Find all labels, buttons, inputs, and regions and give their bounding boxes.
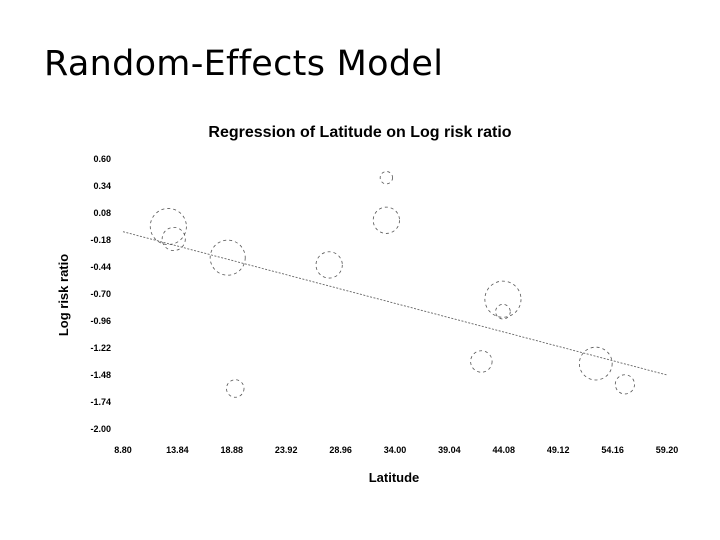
data-bubble bbox=[379, 171, 393, 185]
y-tick-label: -1.74 bbox=[90, 397, 111, 407]
data-bubble bbox=[372, 206, 400, 234]
data-bubble bbox=[149, 208, 187, 245]
x-tick-label: 34.00 bbox=[384, 445, 407, 455]
data-bubble bbox=[578, 346, 613, 381]
x-axis-title: Latitude bbox=[369, 470, 420, 485]
y-tick-label: -1.22 bbox=[90, 343, 111, 353]
y-tick-label: 0.60 bbox=[93, 154, 111, 164]
y-tick-label: 0.08 bbox=[93, 208, 111, 218]
y-tick-label: -2.00 bbox=[90, 424, 111, 434]
y-tick-label: -1.48 bbox=[90, 370, 111, 380]
data-bubble bbox=[614, 374, 635, 395]
y-tick-label: -0.18 bbox=[90, 235, 111, 245]
y-tick-label: -0.44 bbox=[90, 262, 111, 272]
x-tick-label: 39.04 bbox=[438, 445, 461, 455]
x-tick-label: 54.16 bbox=[601, 445, 624, 455]
slide-title: Random-Effects Model bbox=[44, 44, 444, 84]
data-bubble bbox=[470, 350, 493, 373]
data-bubble bbox=[484, 280, 522, 318]
y-tick-label: -0.96 bbox=[90, 316, 111, 326]
x-tick-label: 8.80 bbox=[114, 445, 132, 455]
x-tick-label: 59.20 bbox=[656, 445, 679, 455]
x-tick-label: 44.08 bbox=[493, 445, 516, 455]
data-bubble bbox=[315, 251, 343, 279]
bubbles bbox=[149, 171, 635, 398]
x-tick-label: 23.92 bbox=[275, 445, 298, 455]
y-axis-title: Log risk ratio bbox=[56, 254, 71, 336]
x-tick-label: 49.12 bbox=[547, 445, 570, 455]
x-tick-label: 13.84 bbox=[166, 445, 189, 455]
chart-title: Regression of Latitude on Log risk ratio bbox=[208, 124, 511, 141]
data-bubble bbox=[161, 226, 186, 251]
data-bubble bbox=[209, 239, 246, 276]
x-tick-labels: 8.80 13.84 18.88 23.92 28.96 34.00 39.04 44.08 4… bbox=[114, 445, 678, 455]
regression-line-group bbox=[122, 231, 668, 376]
data-bubble bbox=[495, 303, 511, 320]
x-tick-label: 18.88 bbox=[221, 445, 244, 455]
y-tick-label: -0.70 bbox=[90, 289, 111, 299]
data-bubble bbox=[226, 379, 245, 398]
x-tick-label: 28.96 bbox=[329, 445, 352, 455]
regression-line bbox=[122, 231, 668, 376]
y-tick-label: 0.34 bbox=[93, 181, 111, 191]
y-tick-labels: 0.60 0.34 0.08 -0.18 -0.44 -0.70 -0.96 -1.22 -1.… bbox=[90, 154, 111, 434]
